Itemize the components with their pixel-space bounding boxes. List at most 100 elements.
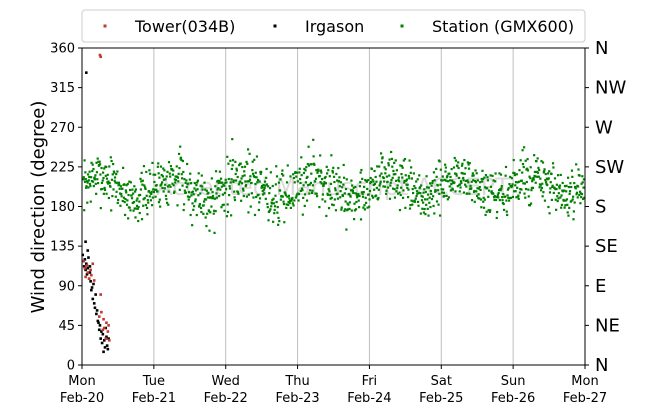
data-point (246, 162, 249, 165)
data-point (214, 210, 217, 213)
data-point (396, 192, 400, 195)
data-point (456, 185, 459, 188)
data-point (368, 205, 371, 208)
data-point (262, 188, 265, 191)
data-point (252, 196, 255, 199)
data-point (331, 169, 334, 172)
data-point (310, 163, 313, 166)
data-point (298, 167, 301, 170)
data-point (107, 182, 110, 185)
data-point (518, 191, 521, 194)
data-point (334, 187, 337, 190)
data-point (450, 179, 454, 182)
data-point (99, 173, 102, 176)
data-point (440, 191, 444, 194)
data-point (163, 169, 166, 172)
data-point (453, 156, 456, 160)
data-point (460, 181, 463, 184)
data-point (195, 213, 198, 217)
data-point (205, 189, 208, 192)
data-point (102, 317, 105, 321)
data-point (311, 189, 314, 192)
data-point (209, 188, 213, 191)
data-point (510, 186, 513, 189)
data-point (124, 197, 127, 201)
data-point (412, 172, 415, 175)
data-point (417, 200, 420, 203)
data-point (309, 181, 313, 185)
data-point (380, 161, 383, 164)
data-point (181, 177, 184, 180)
data-point (576, 196, 579, 199)
data-point (167, 161, 171, 164)
data-point (471, 172, 474, 175)
data-point (449, 189, 452, 192)
data-point (264, 197, 267, 200)
data-point (168, 172, 171, 175)
data-point (97, 328, 101, 332)
data-point (511, 184, 514, 188)
data-point (213, 209, 216, 212)
data-point (580, 192, 584, 196)
data-point (199, 184, 202, 187)
data-point (394, 159, 397, 162)
data-point (569, 182, 572, 185)
data-point (538, 186, 541, 189)
data-point (412, 200, 415, 203)
data-point (303, 204, 306, 207)
data-point (82, 259, 85, 263)
data-point (97, 160, 100, 163)
data-point (345, 228, 348, 231)
data-point (368, 189, 372, 193)
data-point (340, 206, 343, 209)
data-point (423, 198, 427, 201)
data-point (104, 174, 107, 177)
data-point (541, 195, 544, 198)
data-point (320, 171, 323, 174)
data-point (201, 185, 204, 188)
data-point (279, 198, 282, 201)
data-point (354, 208, 358, 211)
data-point (524, 196, 527, 199)
data-point (263, 180, 267, 183)
data-point (154, 195, 157, 198)
direction-label: NE (595, 315, 620, 336)
data-point (86, 266, 90, 270)
data-point (137, 206, 140, 209)
data-point (101, 187, 104, 191)
data-point (239, 180, 242, 183)
data-point (97, 321, 100, 325)
data-point (265, 167, 268, 171)
data-point (331, 171, 334, 174)
data-point (397, 176, 400, 179)
data-point (350, 179, 353, 182)
data-point (520, 188, 523, 191)
y-tick-label: 315 (50, 81, 75, 96)
data-point (150, 190, 153, 193)
data-point (203, 181, 206, 184)
data-point (231, 159, 235, 162)
data-point (99, 206, 102, 210)
y-tick-label: 90 (58, 279, 75, 294)
data-point (430, 184, 433, 187)
data-point (128, 206, 131, 209)
direction-label: SE (595, 236, 618, 257)
data-point (100, 330, 103, 333)
data-point (485, 210, 488, 213)
data-point (114, 181, 117, 184)
data-point (120, 192, 123, 196)
data-point (163, 187, 166, 190)
data-point (492, 192, 495, 195)
data-point (128, 188, 132, 192)
data-point (398, 208, 402, 212)
data-point (233, 190, 236, 193)
data-point (337, 180, 341, 183)
data-point (539, 184, 542, 187)
data-point (393, 196, 397, 199)
data-point (180, 173, 183, 176)
data-point (433, 212, 436, 215)
data-point (305, 199, 309, 202)
data-point (212, 212, 215, 215)
data-point (462, 176, 465, 180)
data-point (288, 201, 291, 205)
